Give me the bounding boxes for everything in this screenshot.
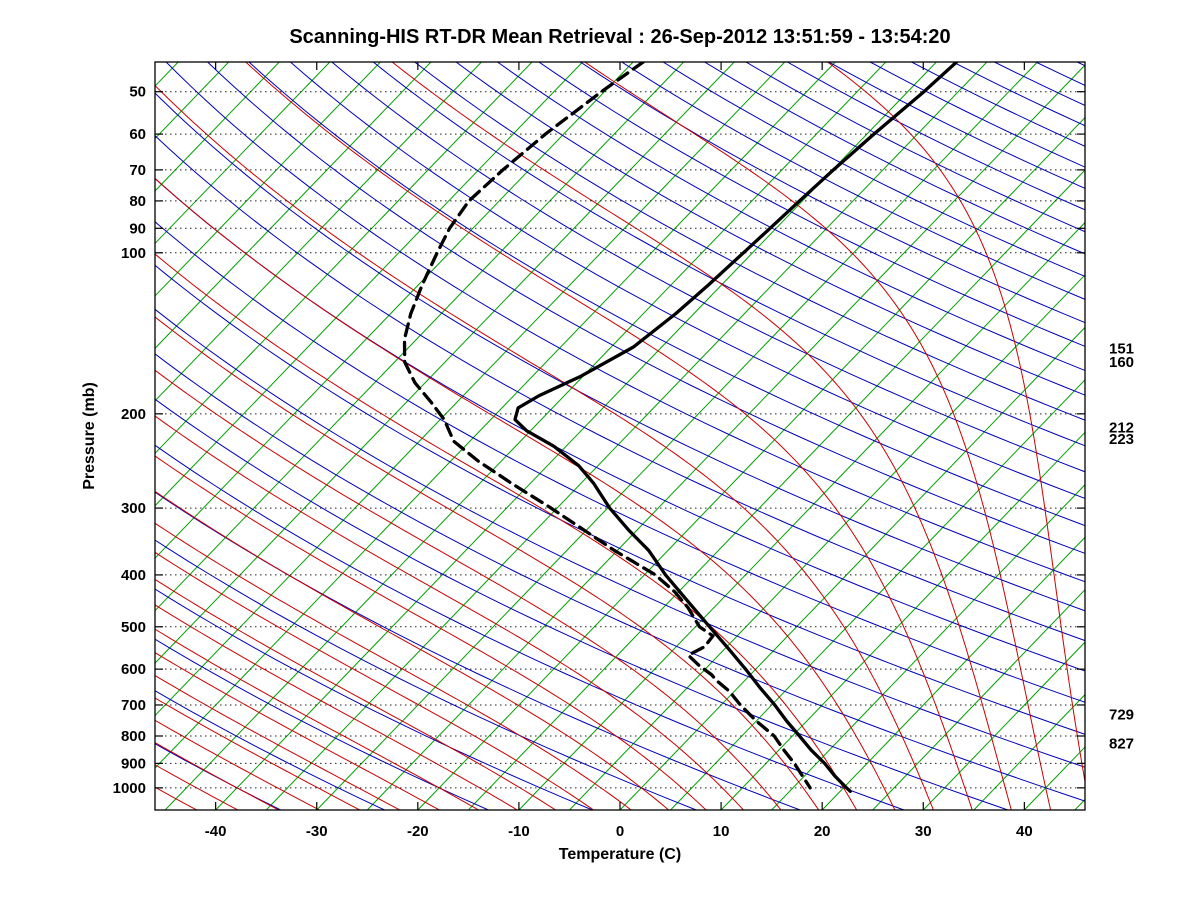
temperature-tick-label: 40 xyxy=(1016,823,1033,840)
dry-adiabat-lines xyxy=(155,62,1085,810)
pressure-tick-label: 90 xyxy=(129,220,146,237)
background-grid-layer xyxy=(155,62,1085,810)
pressure-tick-label: 300 xyxy=(121,500,146,517)
pressure-dotted-gridlines xyxy=(155,91,1085,789)
pressure-tick-label: 500 xyxy=(121,619,146,636)
pressure-tick-label: 1000 xyxy=(113,780,146,797)
temperature-tick-label: 20 xyxy=(814,823,831,840)
temperature-tick-label: -30 xyxy=(306,823,328,840)
temperature-tick-label: -40 xyxy=(205,823,227,840)
temperature-tick-label: -10 xyxy=(508,823,530,840)
pressure-tick-label: 60 xyxy=(129,126,146,143)
x-axis-label: Temperature (C) xyxy=(558,846,682,863)
pressure-tick-label: 70 xyxy=(129,162,146,179)
pressure-tick-label: 100 xyxy=(121,245,146,262)
pressure-tick-label: 50 xyxy=(129,84,146,101)
level-pressure-label: 729 xyxy=(1109,706,1134,723)
pressure-tick-label: 800 xyxy=(121,728,146,745)
pressure-tick-label: 80 xyxy=(129,193,146,210)
level-pressure-label: 223 xyxy=(1109,431,1134,448)
pressure-tick-label: 700 xyxy=(121,697,146,714)
level-pressure-label: 827 xyxy=(1109,736,1134,753)
sounding-profiles-layer xyxy=(402,62,959,793)
pressure-tick-label: 900 xyxy=(121,755,146,772)
temperature-tick-label: 0 xyxy=(616,823,624,840)
temperature-profile-curve xyxy=(513,62,959,793)
isotherm-lines xyxy=(155,62,1085,810)
chart-title: Scanning-HIS RT-DR Mean Retrieval : 26-S… xyxy=(289,26,951,48)
temperature-tick-label: -20 xyxy=(407,823,429,840)
level-pressure-label: 212 xyxy=(1109,419,1134,436)
axes-box: 5060708090100200300400500600700800900100… xyxy=(113,61,1086,840)
dewpoint-profile-curve xyxy=(402,62,812,790)
pressure-tick-label: 400 xyxy=(121,567,146,584)
pressure-tick-label: 200 xyxy=(121,406,146,423)
pressure-tick-label: 600 xyxy=(121,661,146,678)
moist-adiabat-lines xyxy=(155,62,1085,810)
level-pressure-label: 160 xyxy=(1109,354,1134,371)
temperature-tick-label: 10 xyxy=(713,823,730,840)
level-pressure-label: 151 xyxy=(1109,341,1134,358)
temperature-tick-label: 30 xyxy=(915,823,932,840)
